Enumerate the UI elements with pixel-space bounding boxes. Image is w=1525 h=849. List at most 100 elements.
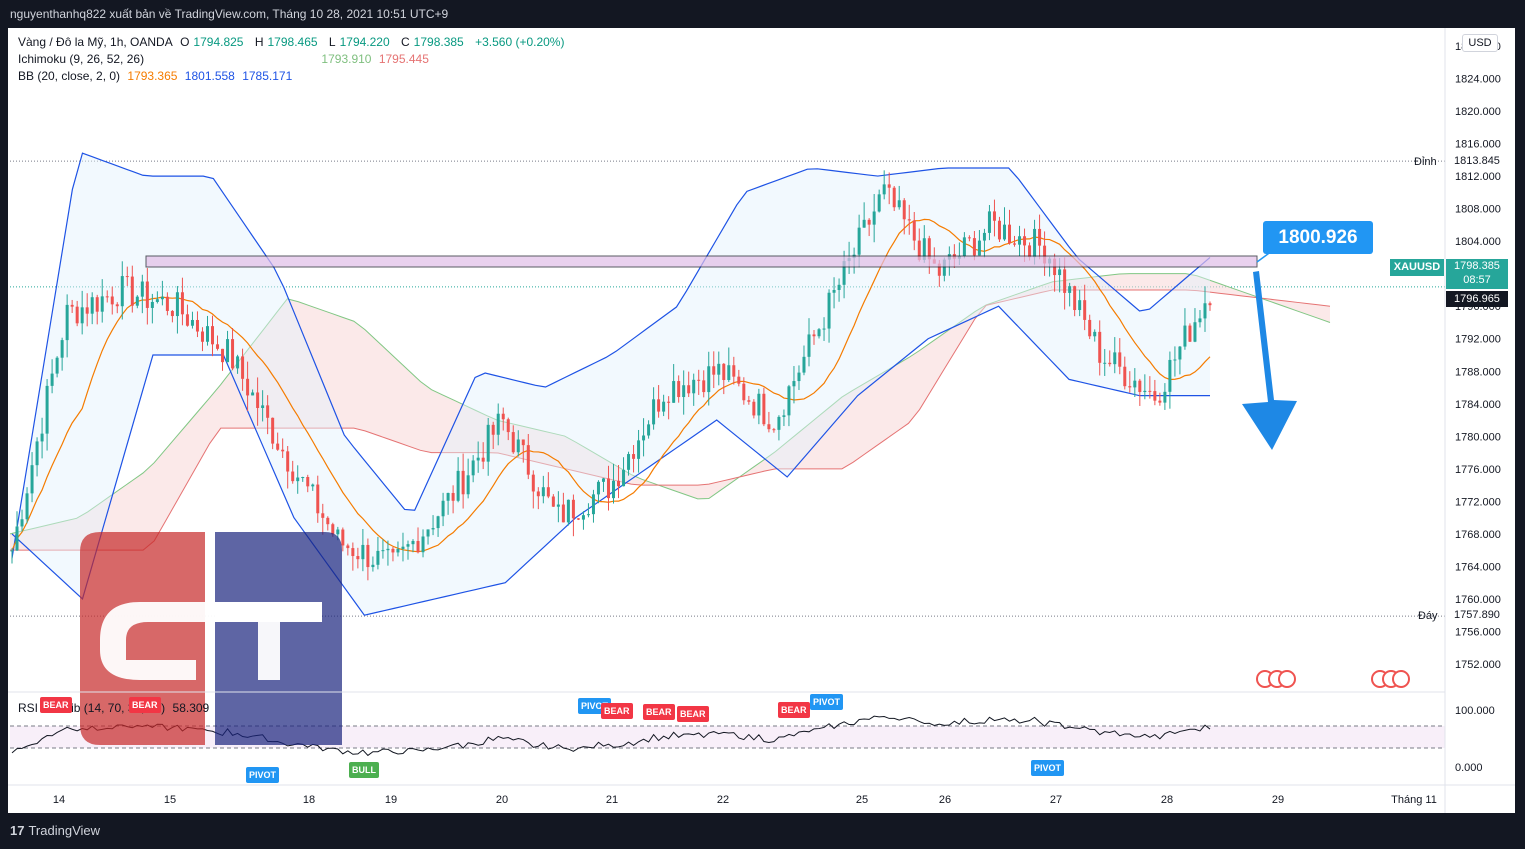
candle-body <box>637 440 641 459</box>
candle-body <box>887 184 891 188</box>
candle-body <box>842 261 846 285</box>
candle-body <box>606 478 610 499</box>
date-tick-label: 15 <box>164 794 176 806</box>
date-tick-label: 27 <box>1050 794 1062 806</box>
down-arrow-icon <box>1242 271 1297 450</box>
legend-bb-row[interactable]: BB (20, close, 2, 0) 1793.365 1801.558 1… <box>18 69 296 83</box>
candle-body <box>762 393 766 425</box>
signal-label[interactable]: PIVOT <box>1031 760 1065 776</box>
bb-upper-line <box>11 152 1211 559</box>
bb-fill <box>12 153 1210 616</box>
candle-body <box>1023 236 1027 246</box>
signal-label[interactable]: BULL <box>349 762 379 778</box>
currency-button[interactable]: USD <box>1462 34 1498 52</box>
candle-body <box>732 365 736 377</box>
signal-label[interactable]: BEAR <box>778 702 810 718</box>
candle-body <box>742 383 746 401</box>
candle-body <box>752 401 756 416</box>
grid <box>10 160 1445 749</box>
signal-label[interactable]: PIVOT <box>810 694 844 710</box>
candle-body <box>1007 224 1011 244</box>
candle-body <box>551 496 555 507</box>
ichimoku-label: Ichimoku (9, 26, 52, 26) <box>18 52 145 66</box>
economic-event-icon <box>1278 670 1296 688</box>
candle-body <box>1002 224 1006 240</box>
candle-body <box>977 240 981 256</box>
candle-body <box>672 381 676 403</box>
tradingview-logo[interactable]: 17 TradingView <box>10 823 101 838</box>
candle-body <box>747 400 751 402</box>
candle-body <box>1133 380 1137 388</box>
candle-body <box>722 363 726 381</box>
last-price-value: 1798.385 <box>1454 260 1500 272</box>
candle-body <box>115 304 119 307</box>
price-tick-label: 1812.000 <box>1455 171 1501 183</box>
candle-body <box>1078 300 1082 311</box>
candle-body <box>165 296 169 311</box>
legend-symbol-row: Vàng / Đô la Mỹ, 1h, OANDA O 1794.825 H 17… <box>18 35 568 49</box>
price-tick-label: 1784.000 <box>1455 399 1501 411</box>
candle-body <box>496 413 500 435</box>
date-tick-label: 19 <box>385 794 397 806</box>
price-tick-label: 1816.000 <box>1455 139 1501 151</box>
candle-body <box>827 292 831 329</box>
ct-logo-stem <box>258 622 280 680</box>
candle-body <box>677 381 681 398</box>
rsi-line <box>11 715 1211 757</box>
candle-body <box>1018 236 1022 245</box>
candle-body <box>190 319 194 326</box>
candle-body <box>657 399 661 412</box>
candle-body <box>927 238 931 260</box>
candle-body <box>80 307 84 324</box>
candle-body <box>276 443 280 450</box>
bb-basis-value: 1793.365 <box>127 69 178 83</box>
high-value: H 1798.465 <box>254 35 318 49</box>
candle-body <box>882 184 886 195</box>
date-tick-label: 29 <box>1272 794 1284 806</box>
candle-body <box>707 366 711 393</box>
signal-label[interactable]: BEAR <box>129 697 161 713</box>
candle-body <box>1028 245 1032 258</box>
bb-lower-value: 1785.171 <box>242 69 293 83</box>
candle-body <box>617 480 621 487</box>
candle-body <box>105 296 109 298</box>
candles <box>10 170 1212 581</box>
price-tick-label: 1764.000 <box>1455 561 1501 573</box>
ichimoku-value-2: 1795.445 <box>378 52 429 66</box>
tv-icon: 17 <box>10 823 25 838</box>
candle-body <box>1178 346 1182 360</box>
candle-body <box>491 424 495 435</box>
candle-body <box>897 200 901 208</box>
candle-body <box>717 363 721 375</box>
candle-body <box>386 548 390 551</box>
candle-body <box>967 237 971 239</box>
signal-label[interactable]: BEAR <box>601 703 633 719</box>
candle-body <box>892 187 896 208</box>
signal-label[interactable]: BEAR <box>40 697 72 713</box>
price-tick-label: 1768.000 <box>1455 529 1501 541</box>
span-a-line <box>9 273 1331 535</box>
candle-body <box>1163 391 1167 403</box>
low-value: L 1794.220 <box>328 35 390 49</box>
candle-body <box>376 550 380 565</box>
candle-body <box>1203 303 1207 319</box>
candle-body <box>135 296 139 306</box>
signal-label[interactable]: BEAR <box>643 704 675 720</box>
signal-label[interactable]: BEAR <box>677 706 709 722</box>
target-price-callout[interactable]: 1800.926 <box>1263 221 1373 254</box>
candle-body <box>576 518 580 520</box>
candle-body <box>1038 228 1042 246</box>
candle-body <box>622 469 626 487</box>
date-tick-label: 14 <box>53 794 65 806</box>
signal-label[interactable]: PIVOT <box>246 767 280 783</box>
candle-body <box>1168 359 1172 392</box>
candle-body <box>772 429 776 431</box>
candle-body <box>20 519 24 527</box>
legend-ichimoku-row[interactable]: Ichimoku (9, 26, 52, 26) 1793.910 1795.4… <box>18 52 433 66</box>
candle-body <box>231 339 235 369</box>
candle-body <box>195 319 199 332</box>
candle-body <box>1123 366 1127 387</box>
candle-body <box>140 281 144 297</box>
economic-event-icon <box>1392 670 1410 688</box>
